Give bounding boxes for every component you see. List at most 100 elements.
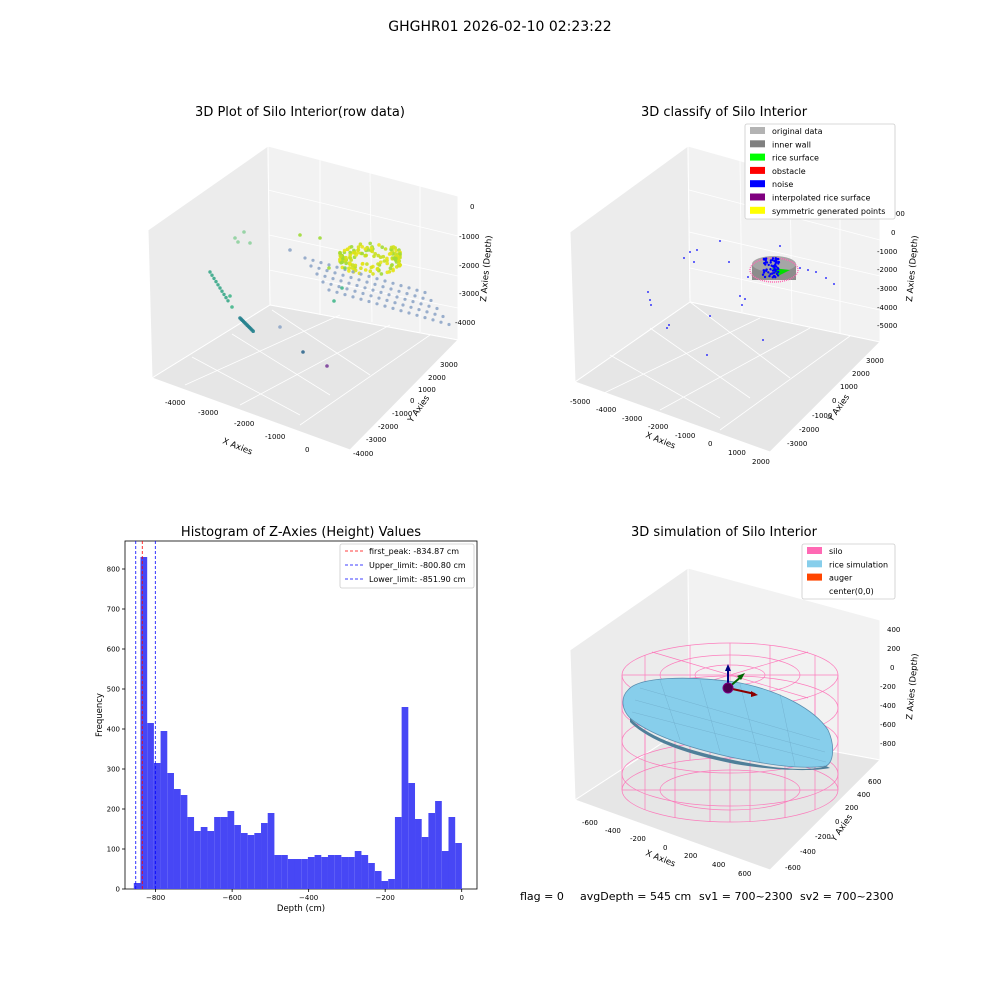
simulation-x-ticks: -600 -400 -200 0 200 400 600 <box>582 819 751 878</box>
noise-point <box>776 274 780 277</box>
legend-label: silo <box>829 547 843 556</box>
raw-data-point <box>347 269 351 273</box>
raw-data-point <box>423 290 427 295</box>
histogram-x-tick-label: −400 <box>299 894 318 902</box>
histogram-y-label: Frequency <box>95 693 105 737</box>
raw-data-point <box>363 268 368 272</box>
raw-data-point <box>394 248 398 253</box>
legend-label: interpolated rice surface <box>772 194 870 203</box>
raw-data-point <box>361 291 365 296</box>
raw-data-point <box>377 243 381 247</box>
raw-data-point <box>210 273 214 277</box>
raw-data-point <box>348 250 352 255</box>
noise-point <box>774 276 777 279</box>
raw-data-point <box>358 242 363 246</box>
raw-data-point <box>398 252 402 256</box>
histogram-bar <box>254 833 262 889</box>
histogram-bar <box>267 813 275 889</box>
raw-data-point <box>389 251 393 256</box>
raw-data-point <box>343 266 347 270</box>
raw-data-point <box>218 286 222 290</box>
noise-point <box>683 257 685 259</box>
cls-x-tick: -2000 <box>648 423 668 431</box>
raw-data-point <box>385 256 389 261</box>
raw-data-point <box>340 265 345 270</box>
noise-point <box>799 267 801 269</box>
histogram-x-ticks: −800 −600 −400 −200 0 <box>146 889 464 902</box>
raw-data-point <box>236 240 240 244</box>
raw-data-point <box>321 280 325 284</box>
noise-point <box>773 267 776 270</box>
cls-x-tick: -4000 <box>596 406 616 414</box>
raw-data-point <box>327 266 331 270</box>
legend-label: inner wall <box>772 140 811 149</box>
sim-x-label: X Axies <box>644 849 677 870</box>
raw-data-point <box>352 267 357 272</box>
raw-data-point <box>319 261 323 265</box>
histogram-bar <box>227 811 235 889</box>
raw-data-point <box>405 292 409 296</box>
histogram-y-tick-label: 600 <box>107 646 120 654</box>
histogram-threshold-lines <box>135 541 156 889</box>
sim-x-tick: -600 <box>582 819 598 827</box>
histogram-bar <box>448 817 456 889</box>
raw-data-point <box>364 253 368 258</box>
histogram-y-tick-label: 500 <box>107 686 120 694</box>
noise-point <box>761 273 765 276</box>
raw-y-tick: 3000 <box>440 361 458 369</box>
histogram-bar <box>401 707 409 889</box>
raw-data-point <box>242 230 246 234</box>
raw-data-point <box>385 261 390 266</box>
raw-z-tick: 0 <box>470 203 474 211</box>
raw-data-point <box>339 279 343 283</box>
panel-classify-title: 3D classify of Silo Interior <box>641 105 808 120</box>
status-sv2: sv2 = 700~2300 <box>800 890 894 903</box>
status-footer: flag = 0 avgDepth = 545 cm sv1 = 700~230… <box>520 890 894 903</box>
raw-x-tick: -1000 <box>265 433 285 441</box>
raw-data-point <box>226 299 230 303</box>
noise-point <box>719 240 721 242</box>
raw-data-point <box>378 255 383 259</box>
raw-data-point <box>331 277 335 281</box>
cls-x-tick: 2000 <box>752 458 770 466</box>
noise-point <box>825 277 827 279</box>
panel-raw-axes <box>147 145 460 451</box>
simulation-y-ticks: -600 -400 -200 0 200 400 600 <box>785 778 881 872</box>
raw-data-point <box>335 290 339 294</box>
raw-data-point <box>417 308 421 312</box>
center-axes-marker <box>722 664 758 697</box>
histogram-y-tick-label: 800 <box>107 566 120 574</box>
raw-data-point <box>433 312 437 316</box>
noise-point <box>769 268 772 271</box>
noise-point <box>744 298 746 300</box>
histogram-bar <box>314 855 322 889</box>
raw-data-point <box>341 273 345 277</box>
raw-data-point <box>327 263 331 267</box>
raw-data-point <box>340 260 345 265</box>
cls-z-tick: -1000 <box>877 248 897 256</box>
raw-data-point <box>359 266 363 271</box>
histogram-legend-label: Upper_limit: -800.80 cm <box>369 561 466 570</box>
raw-data-point <box>335 265 339 269</box>
raw-data-point <box>367 274 371 278</box>
raw-data-point <box>208 270 212 274</box>
histogram-x-label: Depth (cm) <box>277 904 325 914</box>
raw-data-point <box>352 251 357 255</box>
raw-z-tick: -1000 <box>459 233 479 241</box>
noise-point <box>773 268 776 272</box>
raw-data-point <box>369 294 373 298</box>
raw-data-point <box>395 295 399 299</box>
raw-y-tick: -3000 <box>366 436 386 444</box>
raw-data-point <box>383 304 387 308</box>
raw-data-point <box>390 263 394 267</box>
rice-simulation-surface <box>622 677 834 771</box>
histogram-bar <box>140 557 148 889</box>
cls-y-tick: 3000 <box>866 357 884 365</box>
histogram-bar <box>194 831 201 889</box>
histogram-y-tick-label: 300 <box>107 766 120 774</box>
histogram-bar <box>207 831 215 889</box>
raw-data-point <box>325 364 329 368</box>
raw-data-point <box>233 236 237 240</box>
raw-data-point <box>216 283 220 287</box>
raw-data-point <box>342 248 347 253</box>
